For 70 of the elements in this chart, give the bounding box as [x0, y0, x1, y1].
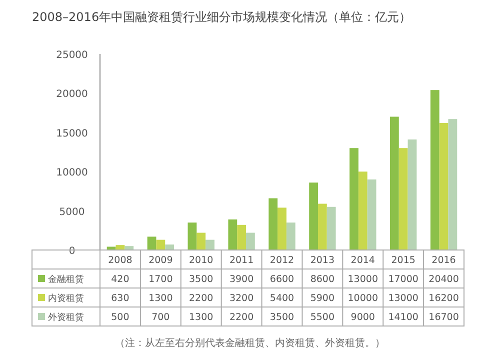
- bar: [246, 232, 255, 250]
- data-label: 700: [152, 312, 170, 323]
- data-label: 9000: [350, 312, 375, 323]
- legend-label: 外资租赁: [48, 312, 84, 323]
- data-label: 13000: [388, 293, 418, 304]
- text: （注：从左至右分别代表金融租赁、内资租赁、外资租赁。）: [115, 337, 385, 349]
- bar: [390, 116, 399, 250]
- legend-label: 内资租赁: [48, 293, 84, 304]
- data-label: 3500: [270, 312, 294, 323]
- x-tick-label: 2014: [350, 255, 375, 266]
- data-label: 500: [111, 312, 130, 323]
- chart-title: 2008–2016年中国融资租赁行业细分市场规模变化情况（单位：亿元）: [32, 10, 412, 24]
- data-label: 13000: [348, 274, 378, 285]
- y-tick-label: 20000: [56, 89, 88, 100]
- bar: [268, 198, 278, 250]
- bar: [398, 148, 408, 250]
- data-label: 1700: [148, 274, 173, 285]
- bar: [350, 148, 358, 250]
- legend-label: 金融租赁: [48, 274, 84, 285]
- y-tick-label: 10000: [56, 168, 88, 179]
- bar: [165, 244, 174, 250]
- data-label: 17000: [388, 274, 418, 285]
- bar: [367, 179, 376, 250]
- x-tick-label: 2009: [148, 255, 173, 266]
- bar: [326, 206, 336, 250]
- bar: [188, 222, 197, 250]
- bar: [430, 90, 440, 250]
- bar: [286, 222, 296, 250]
- data-label: 5500: [310, 312, 335, 323]
- x-tick-label: 2011: [229, 255, 254, 266]
- data-label: 1300: [148, 293, 173, 304]
- data-label: 8600: [310, 274, 335, 285]
- data-label: 420: [111, 274, 130, 285]
- data-label: 5900: [310, 293, 335, 304]
- bar: [309, 182, 318, 250]
- bar: [196, 232, 206, 250]
- bar: [278, 208, 286, 250]
- y-tick-label: 15000: [56, 128, 88, 140]
- data-label: 2200: [189, 293, 214, 304]
- x-tick-label: 2015: [391, 255, 416, 266]
- bar: [147, 236, 156, 250]
- bar: [206, 240, 214, 250]
- bar: [439, 122, 448, 250]
- data-label: 3900: [229, 274, 254, 285]
- bar: [318, 204, 327, 250]
- bar: [358, 172, 368, 250]
- data-label: 1300: [189, 312, 214, 323]
- x-tick-label: 2010: [189, 255, 214, 266]
- data-label: 3200: [229, 293, 254, 304]
- bar: [228, 219, 238, 250]
- bar: [448, 119, 458, 250]
- bar: [156, 240, 166, 250]
- x-tick-label: 2013: [310, 255, 335, 266]
- x-tick-label: 2016: [432, 255, 456, 266]
- x-tick-label: 2008: [108, 255, 132, 266]
- y-tick-label: 25000: [56, 50, 88, 61]
- y-tick-label: 5000: [59, 206, 85, 218]
- data-label: 630: [111, 293, 130, 304]
- data-label: 10000: [348, 293, 378, 304]
- data-label: 6600: [270, 274, 294, 285]
- data-label: 14100: [388, 312, 418, 323]
- bar: [408, 139, 417, 250]
- x-tick-label: 2012: [270, 255, 294, 266]
- data-label: 5400: [270, 293, 294, 304]
- data-label: 16200: [428, 293, 459, 304]
- data-label: 2200: [229, 312, 254, 323]
- bar: [237, 224, 246, 250]
- data-label: 20400: [428, 274, 459, 285]
- data-label: 16700: [428, 312, 459, 323]
- data-label: 3500: [189, 274, 214, 285]
